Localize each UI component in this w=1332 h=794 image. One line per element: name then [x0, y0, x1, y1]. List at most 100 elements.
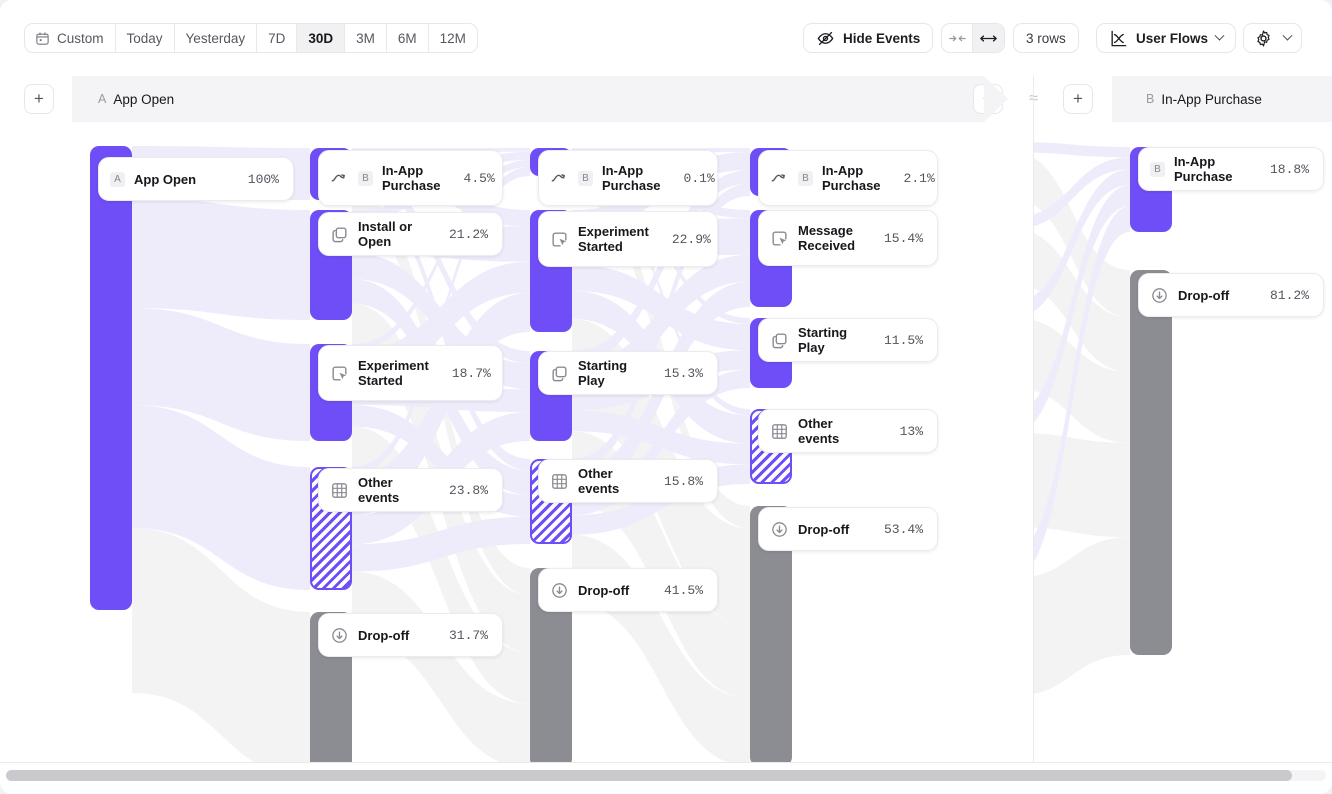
node-percent: 22.9% — [671, 231, 711, 247]
node-label: Drop-off — [358, 627, 410, 643]
range-option-today[interactable]: Today — [116, 24, 175, 52]
view-label: User Flows — [1136, 30, 1209, 46]
range-option-yesterday[interactable]: Yesterday — [175, 24, 258, 52]
toolbar: Custom Today Yesterday 7D 30D 3M 6M 12M Hide Ev… — [0, 0, 1332, 76]
dest-node-drop-off[interactable]: Drop-off 81.2% — [1138, 273, 1324, 317]
dest-node-in-app-purchase[interactable]: B In-App Purchase 18.8% — [1138, 147, 1324, 191]
col2-node-in-app-purchase[interactable]: B In-App Purchase 0.1% — [538, 150, 718, 206]
node-label: App Open — [134, 171, 197, 187]
step-name-b: In-App Purchase — [1161, 91, 1262, 107]
range-option-label: 30D — [308, 30, 334, 46]
node-percent: 0.1% — [683, 170, 715, 186]
node-label: Drop-off — [578, 582, 630, 598]
node-label: Install or Open — [358, 219, 413, 249]
range-option-label: Today — [126, 30, 163, 46]
grid-icon — [552, 473, 567, 489]
node-label: In-App Purchase — [602, 163, 661, 193]
step-chip-app-open[interactable]: A App Open — [72, 76, 984, 122]
gear-icon — [1257, 29, 1270, 47]
arrows-in-icon — [948, 35, 966, 41]
horizontal-scrollbar-thumb[interactable] — [6, 770, 1292, 781]
destination-panel: B In-App Purchase 18.8% Drop-off 81.2% — [1034, 122, 1332, 762]
bottom-divider — [0, 762, 1332, 763]
col1-node-drop-off[interactable]: Drop-off 31.7% — [318, 613, 503, 657]
step-key-b: B — [1146, 92, 1155, 106]
hide-events-button[interactable]: Hide Events — [803, 23, 934, 53]
node-label: Other events — [358, 475, 400, 505]
copy-icon — [772, 332, 787, 348]
trend-icon — [331, 173, 345, 182]
node-percent: 21.2% — [448, 226, 488, 242]
node-label: In-App Purchase — [822, 163, 881, 193]
hide-events-label: Hide Events — [843, 30, 921, 46]
download-circle-icon — [772, 521, 787, 537]
settings-button[interactable] — [1243, 23, 1302, 53]
range-option-label: Custom — [57, 30, 104, 46]
range-option-30d[interactable]: 30D — [297, 24, 346, 52]
node-percent: 15.3% — [663, 365, 703, 381]
add-step-right-button[interactable]: + — [1063, 84, 1093, 114]
range-option-6m[interactable]: 6M — [387, 24, 429, 52]
node-percent: 41.5% — [663, 582, 703, 598]
col2-node-experiment-started[interactable]: Experiment Started 22.9% — [538, 211, 718, 267]
view-selector[interactable]: User Flows — [1096, 23, 1237, 53]
node-label: Drop-off — [1178, 287, 1230, 303]
col1-node-other-events[interactable]: Other events 23.8% — [318, 468, 503, 512]
node-percent: 100% — [247, 171, 279, 187]
col3-node-starting-play[interactable]: Starting Play 11.5% — [758, 318, 938, 362]
col3-node-other-events[interactable]: Other events 13% — [758, 409, 938, 453]
col3-node-in-app-purchase[interactable]: B In-App Purchase 2.1% — [758, 150, 938, 206]
chevron-down-icon — [1214, 30, 1225, 41]
range-option-3m[interactable]: 3M — [345, 24, 387, 52]
col2-node-drop-off[interactable]: Drop-off 41.5% — [538, 568, 718, 612]
range-option-label: 3M — [356, 30, 375, 46]
col1-node-experiment-started[interactable]: Experiment Started 18.7% — [318, 345, 503, 401]
dest-bar-drop-off[interactable] — [1130, 270, 1172, 655]
node-percent: 15.8% — [663, 473, 703, 489]
range-option-label: Yesterday — [185, 30, 246, 46]
eye-off-icon — [817, 31, 834, 45]
step-name-a: App Open — [113, 91, 175, 107]
step-chip-in-app-purchase[interactable]: B In-App Purchase — [1112, 76, 1332, 122]
col1-node-in-app-purchase[interactable]: B In-App Purchase 4.5% — [318, 150, 503, 206]
node-percent: 13% — [899, 423, 923, 439]
node-percent: 15.4% — [883, 230, 923, 246]
col1-node-install-or-open[interactable]: Install or Open 21.2% — [318, 212, 503, 256]
col2-node-other-events[interactable]: Other events 15.8% — [538, 459, 718, 503]
rows-button[interactable]: 3 rows — [1013, 23, 1079, 53]
flow-chart-icon — [1111, 30, 1127, 46]
date-range-segmented-control[interactable]: Custom Today Yesterday 7D 30D 3M 6M 12M — [24, 23, 478, 53]
download-circle-icon — [1152, 287, 1167, 303]
col0-bar-app-open[interactable] — [90, 146, 132, 610]
cursor-box-icon — [772, 230, 787, 246]
grid-icon — [772, 423, 787, 439]
add-step-left-button[interactable]: + — [24, 84, 54, 114]
node-label: Other events — [798, 416, 840, 446]
node-badge: B — [358, 170, 373, 186]
collapse-direction-button[interactable] — [942, 24, 973, 52]
col2-node-starting-play[interactable]: Starting Play 15.3% — [538, 351, 718, 395]
range-option-label: 12M — [439, 30, 466, 46]
node-label: In-App Purchase — [382, 163, 441, 193]
node-label: In-App Purchase — [1174, 154, 1233, 184]
range-option-label: 7D — [268, 30, 286, 46]
step-chip-left-label: A App Open — [72, 92, 174, 107]
node-percent: 31.7% — [448, 627, 488, 643]
col0-node-app-open[interactable]: A App Open 100% — [98, 157, 294, 201]
col3-node-message-received[interactable]: Message Received 15.4% — [758, 210, 938, 266]
range-option-label: 6M — [397, 30, 417, 46]
node-percent: 11.5% — [883, 332, 923, 348]
rows-label: 3 rows — [1026, 30, 1066, 46]
direction-toggle-group[interactable] — [941, 23, 1005, 53]
range-option-custom[interactable]: Custom — [25, 24, 116, 52]
expand-direction-button[interactable] — [973, 24, 1004, 52]
range-option-12m[interactable]: 12M — [429, 24, 477, 52]
node-badge: A — [110, 171, 125, 187]
copy-icon — [552, 365, 567, 381]
range-option-7d[interactable]: 7D — [257, 24, 298, 52]
col3-node-drop-off[interactable]: Drop-off 53.4% — [758, 507, 938, 551]
chevron-down-icon — [1282, 30, 1293, 41]
cursor-box-icon — [552, 231, 567, 247]
grid-icon — [332, 482, 347, 498]
node-label: Message Received — [798, 223, 856, 253]
